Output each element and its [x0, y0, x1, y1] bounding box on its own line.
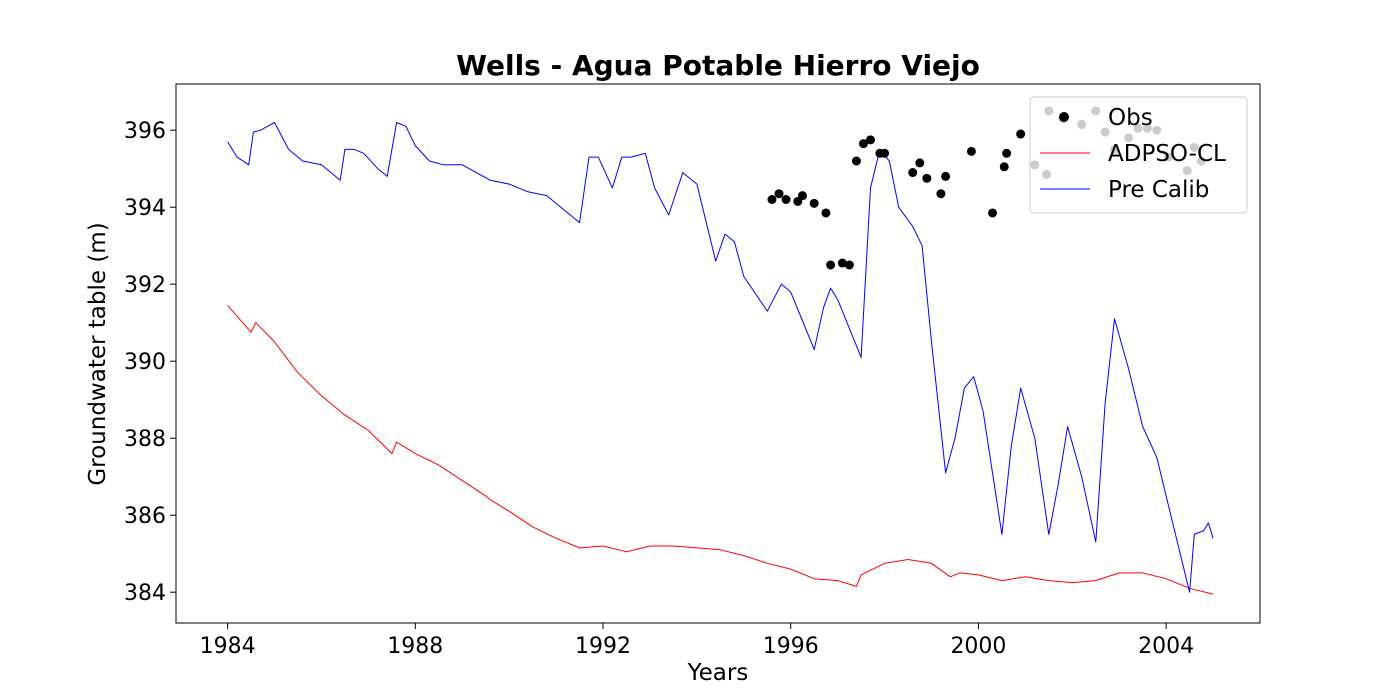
series-line-pre-calib: [227, 122, 1214, 593]
obs-point: [774, 189, 784, 199]
y-tick-label: 386: [124, 504, 166, 529]
y-tick-label: 388: [124, 427, 166, 452]
obs-point: [966, 146, 976, 156]
x-tick-label: 1992: [575, 634, 631, 659]
y-axis-ticks: 384 386 388 390 392 394 396: [124, 119, 176, 606]
x-axis-ticks: 1984 1988 1992 1996 2000 2004: [200, 623, 1194, 659]
legend-label-adpso-cl: ADPSO-CL: [1108, 141, 1226, 167]
y-tick-label: 396: [124, 119, 166, 144]
x-axis-label: Years: [687, 660, 749, 686]
legend-label-obs: Obs: [1108, 105, 1153, 131]
obs-point: [821, 208, 831, 218]
legend: Obs ADPSO-CL Pre Calib: [1029, 96, 1248, 214]
obs-point: [858, 139, 868, 149]
obs-point: [767, 195, 777, 204]
obs-point: [941, 171, 951, 181]
obs-point: [1016, 129, 1026, 139]
legend-marker-obs: [1059, 112, 1069, 122]
obs-point: [851, 156, 861, 166]
obs-point: [866, 135, 876, 145]
obs-point: [1002, 148, 1012, 158]
y-tick-label: 390: [124, 350, 166, 375]
obs-point: [797, 191, 807, 201]
y-tick-label: 394: [124, 196, 166, 221]
y-axis-label: Groundwater table (m): [85, 222, 111, 485]
obs-point: [936, 189, 946, 199]
obs-point: [999, 162, 1009, 172]
obs-point: [809, 198, 819, 208]
x-tick-label: 1988: [387, 634, 443, 659]
series-line-adpso-cl: [227, 305, 1214, 595]
x-tick-label: 2004: [1138, 634, 1194, 659]
obs-point: [781, 195, 791, 204]
y-tick-label: 392: [124, 273, 166, 298]
chart-title: Wells - Agua Potable Hierro Viejo: [456, 49, 980, 82]
obs-point: [837, 258, 847, 268]
obs-point: [915, 158, 925, 168]
obs-point: [826, 260, 836, 270]
obs-point: [844, 260, 854, 270]
legend-label-pre-calib: Pre Calib: [1108, 177, 1209, 203]
obs-point: [880, 148, 890, 158]
x-tick-label: 1984: [200, 634, 256, 659]
obs-point: [922, 173, 932, 183]
y-tick-label: 384: [124, 581, 166, 606]
obs-point: [908, 168, 918, 178]
x-tick-label: 2000: [950, 634, 1006, 659]
obs-point: [988, 208, 998, 218]
legend-box: [1029, 96, 1248, 214]
x-tick-label: 1996: [763, 634, 819, 659]
